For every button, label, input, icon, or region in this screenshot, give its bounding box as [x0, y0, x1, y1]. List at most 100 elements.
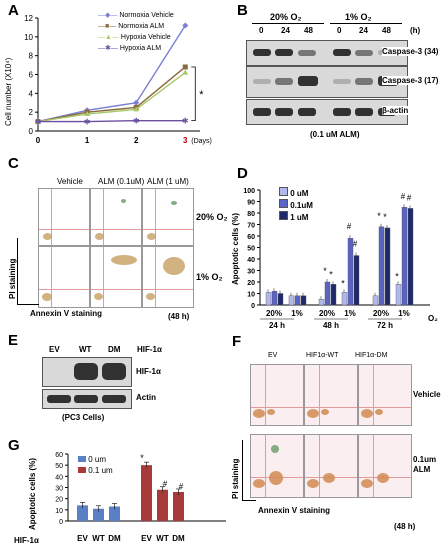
time-label: 48 h	[323, 321, 339, 330]
axis-arrow	[242, 500, 256, 501]
flow-row-label: 0.1um ALM	[413, 455, 437, 474]
panel-c-time: (48 h)	[168, 312, 190, 321]
axis-arrow	[242, 440, 243, 501]
flow-row-label: 1% O₂	[196, 272, 223, 282]
data-point	[133, 99, 140, 106]
panel-e-footer: (PC3 Cells)	[62, 413, 105, 422]
panel-g-ylabel: Apoptotic cells (%)	[28, 457, 37, 530]
series-line	[37, 25, 186, 123]
x-tick-label: 0	[36, 136, 41, 145]
panel-f-ylabel-wrap: PI staining	[231, 445, 247, 505]
x-tick-label: 1	[85, 136, 90, 145]
panel-d-chart: 0 10 20 30 40 50 60 70 80 90 100 20% 1% 20% 1% 20% 1% 24 …	[243, 188, 430, 330]
lane-label: 0	[337, 26, 342, 35]
y-tick-label: 80	[247, 211, 255, 218]
panel-a-ylabel: Cell number (X10⁴)	[4, 57, 13, 126]
panel-label-f: F	[232, 333, 242, 350]
bar	[407, 208, 414, 306]
significance-star: *	[329, 269, 333, 279]
significance-star: *	[383, 212, 387, 222]
panel-label-d: D	[237, 165, 248, 182]
bar	[265, 292, 272, 306]
y-tick-label: 0	[59, 519, 63, 526]
legend-label: Normoxia Vehicle	[119, 12, 174, 19]
bar	[300, 295, 307, 306]
panel-c-xlabel: Annexin V staining	[30, 309, 103, 318]
flow-col-label: ALM (1 uM)	[147, 177, 189, 186]
legend-item-hypoxia-vehicle: —▲— Hypoxia Vehicle	[98, 34, 171, 41]
o2-label: 20%	[373, 309, 389, 318]
flow-plot	[304, 364, 358, 426]
bar	[372, 295, 379, 306]
bar	[77, 505, 88, 521]
y-tick-label: 70	[247, 223, 255, 230]
panel-label-e: E	[8, 332, 19, 349]
lane-label-dm: DM	[108, 345, 121, 354]
panel-label-b: B	[237, 2, 248, 19]
bar	[395, 284, 402, 306]
y-tick-label: 4	[29, 89, 34, 98]
data-point	[84, 111, 91, 117]
o2-label: 1%	[398, 309, 410, 318]
bar	[401, 207, 408, 306]
x-tick-label: EV	[141, 534, 152, 543]
bar	[271, 290, 278, 306]
legend-item-normoxia-vehicle: —◆— Normoxia Vehicle	[98, 12, 174, 19]
y-tick-label: 30	[55, 486, 63, 493]
y-tick-label: 10	[24, 33, 33, 42]
legend-item: 0 uM	[279, 187, 313, 199]
unit-label: (h)	[410, 26, 421, 35]
lane-label: 48	[382, 26, 391, 35]
legend-label: 0 um	[88, 455, 107, 464]
panel-d-ylabel: Apoptotic cells (%)	[231, 212, 240, 285]
flow-plot	[90, 188, 142, 246]
blot-row-label: Actin	[136, 393, 156, 402]
panel-d-legend: 0 uM 0.1uM 1 uM	[279, 187, 313, 223]
bar	[318, 299, 325, 306]
blot-row-label: β-actin	[382, 106, 409, 115]
panel-f-xlabel: Annexin V staining	[258, 506, 331, 515]
y-tick-label: 40	[55, 474, 63, 481]
panel-c-ylabel: PI staining	[8, 258, 17, 299]
bar	[341, 292, 348, 306]
flow-row-label: Vehicle	[413, 390, 441, 399]
lane-label: 24	[281, 26, 290, 35]
panel-b-cond-1: 1% O₂	[345, 12, 372, 22]
significance-hash: #	[353, 239, 358, 248]
panel-label-g: G	[8, 437, 20, 454]
y-tick-label: 0	[251, 303, 255, 310]
panel-b-footer: (0.1 uM ALM)	[310, 130, 360, 139]
o2-label: 20%	[319, 309, 335, 318]
legend-label: 0.1uM	[290, 201, 313, 210]
y-tick-label: 6	[29, 71, 34, 80]
flow-plot	[358, 364, 412, 426]
bar	[141, 465, 152, 521]
panel-f-ylabel: PI staining	[231, 458, 240, 499]
legend-item-hypoxia-alm: —✱— Hypoxia ALM	[98, 45, 162, 52]
panel-d-ylabel-wrap: Apoptotic cells (%)	[231, 190, 243, 300]
lane-label: 24	[359, 26, 368, 35]
legend-item-normoxia-alm: —■— Normoxia ALM	[98, 23, 165, 30]
y-tick-label: 100	[243, 188, 255, 195]
flow-plot	[38, 188, 90, 246]
axis-arrow	[17, 304, 39, 305]
y-tick-label: 90	[247, 200, 255, 207]
bar	[93, 508, 104, 521]
bar	[324, 281, 331, 306]
bar	[173, 491, 184, 521]
panel-b-cond-20: 20% O₂	[270, 12, 302, 22]
significance-star: *	[377, 211, 381, 221]
significance-star: *	[341, 279, 345, 289]
significance-star: *	[323, 266, 327, 276]
divider	[330, 23, 402, 24]
bar	[294, 295, 301, 306]
panel-g-row-label: HIF-1α	[14, 536, 39, 545]
panel-d-o2-unit: O₂	[428, 314, 438, 323]
flow-plot	[90, 246, 142, 308]
flow-plot	[142, 188, 194, 246]
flow-plot	[304, 434, 358, 498]
data-point: ✱	[84, 118, 91, 127]
panel-e-header: HIF-1α	[137, 345, 162, 354]
lane-label-ev: EV	[49, 345, 60, 354]
